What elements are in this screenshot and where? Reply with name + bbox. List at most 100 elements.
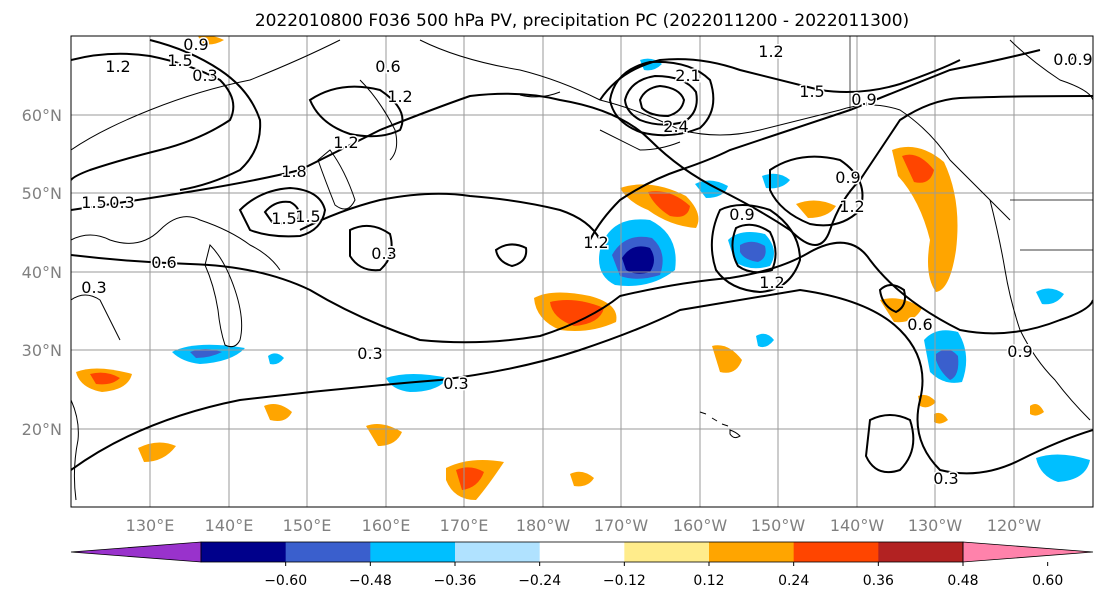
contour-label: 0.3 [933,469,958,488]
colorbar-tick-label: 0.48 [947,573,978,589]
precip-positive-area [90,372,120,385]
contour-label: 1.5 [167,51,192,70]
colorbar-frame [200,541,964,563]
precip-positive-area [796,200,836,218]
pv-contour-closed-2 [349,224,393,272]
pv-contour-closed-3 [308,85,404,138]
pv-contour-closed-6 [864,414,915,474]
lon-tick-label: 150°E [283,516,332,535]
contour-label: 1.2 [583,233,608,252]
contour-label: 1.2 [759,273,784,292]
lon-tick-label: 180°W [516,516,571,535]
precip-positive-area [550,300,604,326]
contour-label: 1.8 [281,162,306,181]
country-borders [849,36,1093,251]
colorbar [70,541,1094,563]
contour-label: 1.5 [799,82,824,101]
lat-tick-label: 60°N [22,106,62,125]
colorbar-segment [624,542,710,562]
contour-label: 0.3 [81,278,106,297]
precip-negative-area [268,353,284,365]
coastlines [71,36,1093,501]
colorbar-extend-high [962,541,1094,563]
colorbar-segment [285,542,371,562]
japan-coastline [204,244,243,348]
pv-contour-0.6 [71,241,1093,344]
colorbar-tick-label: 0.24 [778,573,809,589]
lon-tick-label: 170°W [594,516,649,535]
pv-contour-1.2 [299,49,1041,241]
precip-anomaly-shading [76,36,1090,500]
lon-tick-label: 170°E [440,516,489,535]
contour-label: 1.2 [105,57,130,76]
colorbar-tick-label: −0.36 [434,573,477,589]
pv-contour-nw-2 [149,39,262,191]
colorbar-tick-label: 0.12 [693,573,724,589]
colorbar-extend-low [70,541,202,563]
colorbar-tick-labels: −0.60 −0.48 −0.36 −0.24 −0.12 0.12 0.24 0.36 0.4… [264,562,1063,589]
contour-label: 0.9 [851,90,876,109]
lon-tick-label: 130°E [126,516,175,535]
colorbar-tick-label: −0.48 [349,573,392,589]
lon-tick-label: 140°E [205,516,254,535]
lon-tick-label: 130°W [908,516,963,535]
contour-label: 0.6 [907,315,932,334]
colorbar-segment [201,542,287,562]
colorbar-tick-label: 0.60 [1032,573,1063,589]
pv-contour-alaska-low-2 [623,74,698,126]
precip-negative-area [622,246,654,274]
contour-label: 0.9 [1007,342,1032,361]
contour-label: 1.2 [758,42,783,61]
contour-label: 0.6 [1053,50,1078,69]
pv-contour-closed-4 [494,243,528,268]
lat-tick-label: 20°N [22,420,62,439]
hawaii-islands [699,411,741,439]
pv-contours [71,39,1093,475]
colorbar-tick-label: −0.60 [264,573,307,589]
precip-positive-area [918,394,936,408]
contour-label: 2.4 [663,117,688,136]
asia-coastline [71,39,341,501]
pv-contour-low-center [238,186,327,238]
precip-negative-area [1036,288,1064,305]
precip-positive-area [648,191,690,217]
lat-tick-label: 50°N [22,184,62,203]
kamchatka-coastline [317,79,398,210]
lon-tick-label: 160°E [362,516,411,535]
pv-contour-alaska-low-1 [608,60,715,137]
lat-tick-label: 40°N [22,263,62,282]
contour-label: 0.3 [109,193,134,212]
precip-positive-area [264,404,292,421]
lon-tick-label: 120°W [987,516,1042,535]
precip-negative-area [936,349,959,380]
colorbar-tick-label: −0.24 [518,573,561,589]
contour-label: 1.5 [81,193,106,212]
precip-positive-area [198,36,224,45]
map-frame [70,35,1094,508]
precip-positive-area [138,442,176,462]
colorbar-segment [793,542,879,562]
contour-label: 1.2 [333,133,358,152]
contour-label: 0.3 [371,244,396,263]
contour-label: 1.5 [271,209,296,228]
lat-tick-label: 30°N [22,341,62,360]
precip-negative-area [190,349,222,358]
precip-positive-area [892,146,958,292]
precip-positive-area [902,154,934,183]
contour-label: 0.3 [357,344,382,363]
contour-label: 0.6 [375,57,400,76]
contour-label: 0.9 [729,205,754,224]
precip-positive-area [570,471,594,487]
precip-positive-area [880,298,922,323]
colorbar-segment [709,542,795,562]
precip-negative-area [1036,454,1090,482]
contour-label: 2.1 [675,66,700,85]
contour-label: 0.9 [1067,50,1092,69]
precip-negative-area [386,374,448,392]
precip-negative-area [695,180,728,198]
pv-contour-closed-5 [878,284,906,314]
colorbar-segment [878,542,964,562]
contour-label: 0.3 [192,66,217,85]
contour-label: 0.3 [443,374,468,393]
